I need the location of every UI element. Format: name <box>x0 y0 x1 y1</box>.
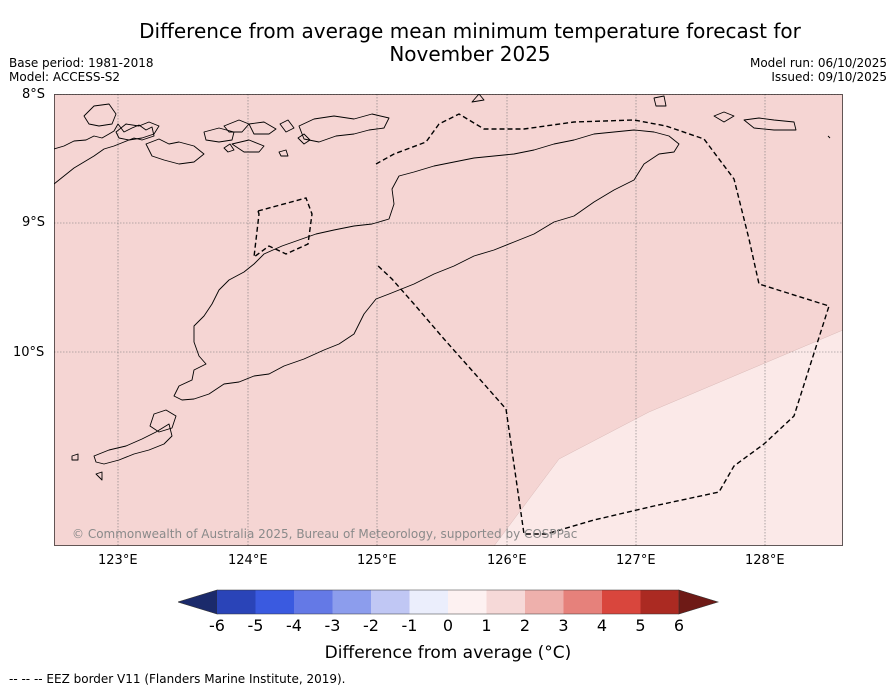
timor-coast <box>173 129 680 401</box>
cbar-seg-8 <box>486 590 525 614</box>
cbar-seg-11 <box>602 590 641 614</box>
base-period: Base period: 1981-2018 <box>9 56 154 70</box>
cbar-tick: -2 <box>363 616 379 635</box>
island-5 <box>248 121 277 135</box>
copyright-note: © Commonwealth of Australia 2025, Bureau… <box>72 527 578 541</box>
island-2 <box>115 121 160 141</box>
cbar-extend-low <box>178 589 218 615</box>
lon-label-128e: 128°E <box>745 553 785 568</box>
cbar-seg-6 <box>409 590 448 614</box>
lat-label-8s: 8°S <box>22 87 46 102</box>
map-svg <box>54 94 843 546</box>
cbar-outline <box>217 589 679 615</box>
chart-title: Difference from average mean minimum tem… <box>139 19 801 66</box>
timor-leste-eez-border <box>375 113 830 535</box>
islet-2 <box>278 149 289 157</box>
semau-coast <box>149 409 177 433</box>
islet-3 <box>223 143 235 153</box>
lon-label-126e: 126°E <box>487 553 527 568</box>
alor-coast <box>145 138 205 165</box>
islet-1 <box>297 133 311 145</box>
lat-label-9s: 9°S <box>22 215 46 230</box>
rote-coast <box>93 423 173 465</box>
islet-7 <box>827 135 831 139</box>
flores-coast <box>54 123 155 185</box>
cbar-tick: 2 <box>519 616 531 635</box>
island-east <box>743 117 797 131</box>
colorbar <box>178 589 720 615</box>
lon-label-125e: 125°E <box>357 553 397 568</box>
lon-label-124e: 124°E <box>228 553 268 568</box>
island-4 <box>223 119 250 133</box>
cbar-tick: -6 <box>209 616 225 635</box>
lon-label-127e: 127°E <box>616 553 656 568</box>
lon-label-123e: 123°E <box>98 553 138 568</box>
map-frame <box>54 94 843 546</box>
cbar-seg-10 <box>563 590 602 614</box>
meta-left: Base period: 1981-2018 Model: ACCESS-S2 <box>9 56 154 84</box>
colorbar-label: Difference from average (°C) <box>324 643 572 663</box>
cbar-tick: 6 <box>673 616 685 635</box>
cbar-seg-7 <box>448 590 487 614</box>
map-panel[interactable] <box>54 94 843 546</box>
island-7 <box>279 119 295 133</box>
cbar-seg-2 <box>255 590 294 614</box>
cbar-seg-4 <box>332 590 371 614</box>
cbar-seg-1 <box>217 590 256 614</box>
model-run: Model run: 06/10/2025 <box>749 56 887 70</box>
cbar-tick: 3 <box>558 616 569 635</box>
graticule <box>54 94 843 546</box>
island-3 <box>203 127 235 143</box>
cbar-seg-3 <box>294 590 333 614</box>
cbar-tick: -5 <box>247 616 264 635</box>
footnote: -- -- -- EEZ border V11 (Flanders Marine… <box>9 672 346 686</box>
cbar-seg-12 <box>640 590 679 614</box>
lat-label-10s: 10°S <box>13 345 45 360</box>
cbar-tick: -1 <box>401 616 418 635</box>
cbar-tick: 5 <box>635 616 646 635</box>
cbar-tick: 1 <box>481 616 492 635</box>
island-1 <box>83 103 117 127</box>
cbar-tick: -3 <box>324 616 341 635</box>
cbar-tick: 4 <box>596 616 608 635</box>
meta-right: Model run: 06/10/2025 Issued: 09/10/2025 <box>750 56 887 84</box>
islet-9 <box>95 471 103 481</box>
cbar-tick: -4 <box>286 616 302 635</box>
islet-5 <box>653 95 667 107</box>
wetar-coast <box>298 113 390 143</box>
cbar-tick: 0 <box>442 616 454 635</box>
cbar-extend-high <box>678 589 720 615</box>
coastlines <box>54 94 831 481</box>
issued-date: Issued: 09/10/2025 <box>771 70 887 84</box>
cbar-seg-9 <box>525 590 564 614</box>
islet-6 <box>713 111 735 123</box>
cbar-seg-5 <box>371 590 410 614</box>
model-name: Model: ACCESS-S2 <box>9 70 121 84</box>
anomaly-zone-0-1 <box>493 329 843 546</box>
islet-8 <box>71 453 79 461</box>
island-6 <box>231 139 265 153</box>
oecusse-eez-border <box>253 197 313 259</box>
islet-4 <box>471 94 485 103</box>
